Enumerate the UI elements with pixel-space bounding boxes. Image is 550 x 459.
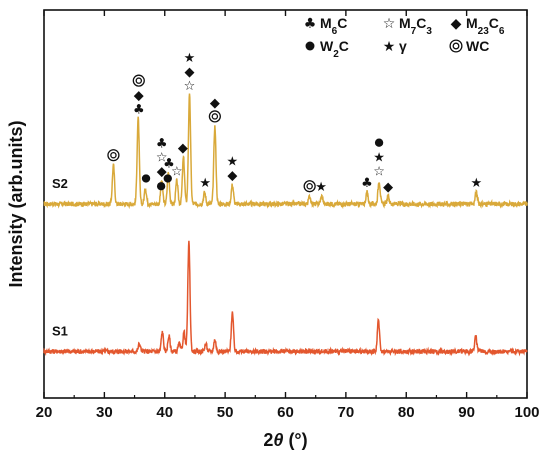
peak-marker-star: ★	[373, 150, 385, 165]
peak-marker-star: ★	[470, 176, 482, 191]
x-tick-label: 90	[458, 404, 475, 421]
x-tick-label: 80	[398, 404, 415, 421]
legend-label: W2C	[320, 38, 349, 60]
peak-marker-circle	[156, 182, 166, 191]
legend-label: M23C6	[466, 15, 505, 37]
peak-marker-double-circle	[208, 110, 221, 123]
x-tick-label: 20	[36, 404, 53, 421]
legend-symbol-circle	[305, 41, 315, 51]
peak-marker-double-circle	[132, 74, 145, 87]
peak-marker-club: ♣	[133, 102, 145, 117]
peak-marker-club: ♣	[163, 157, 175, 172]
peak-marker-star-open: ☆	[156, 150, 168, 165]
series-line-s1	[43, 240, 528, 357]
y-axis-title: Intensity (arb.units)	[6, 120, 26, 287]
x-tick-label: 60	[277, 404, 294, 421]
peak-marker-diamond: ◆	[383, 180, 393, 195]
peak-marker-club: ♣	[361, 176, 373, 191]
peak-marker-circle	[374, 138, 384, 147]
legend-label: γ	[399, 38, 407, 54]
peak-marker-star: ★	[227, 154, 239, 169]
peak-marker-diamond: ◆	[227, 168, 237, 183]
legend-symbol-star: ★	[383, 39, 396, 55]
x-tick-label: 50	[217, 404, 234, 421]
peak-marker-diamond: ◆	[210, 96, 220, 111]
legend-symbol-diamond: ◆	[451, 16, 462, 32]
peak-marker-diamond: ◆	[185, 65, 195, 80]
x-tick-label: 40	[156, 404, 173, 421]
peak-marker-star-open: ☆	[171, 164, 183, 179]
peak-marker-diamond: ◆	[157, 164, 167, 179]
peak-marker-double-circle	[107, 149, 120, 162]
series-label-s2: S2	[52, 176, 68, 191]
peak-marker-circle	[141, 174, 151, 183]
peak-marker-star-open: ☆	[184, 79, 196, 94]
legend-label: M7C3	[399, 15, 432, 37]
peak-marker-double-circle	[303, 180, 316, 193]
x-tick-label: 30	[96, 404, 113, 421]
legend-symbol-star-open: ☆	[383, 16, 396, 32]
x-tick-label: 70	[338, 404, 355, 421]
peak-marker-diamond: ◆	[178, 141, 188, 156]
legend-symbol-club: ♣	[304, 16, 317, 32]
peak-marker-circle	[163, 174, 172, 183]
peak-marker-star-open: ☆	[373, 164, 385, 179]
peak-marker-star: ★	[315, 180, 327, 195]
legend-label: WC	[466, 38, 489, 54]
legend-symbol-double-circle	[449, 39, 463, 53]
x-tick-label: 100	[514, 404, 539, 421]
legend-label: M6C	[320, 15, 347, 37]
x-axis-title: 2θ (°)	[263, 430, 307, 450]
peak-marker-club: ♣	[156, 136, 168, 151]
peak-marker-diamond: ◆	[134, 88, 144, 103]
peak-marker-star: ★	[184, 51, 196, 66]
peak-marker-star: ★	[199, 176, 211, 191]
series-label-s1: S1	[52, 323, 68, 338]
series-line-s2	[43, 93, 528, 210]
